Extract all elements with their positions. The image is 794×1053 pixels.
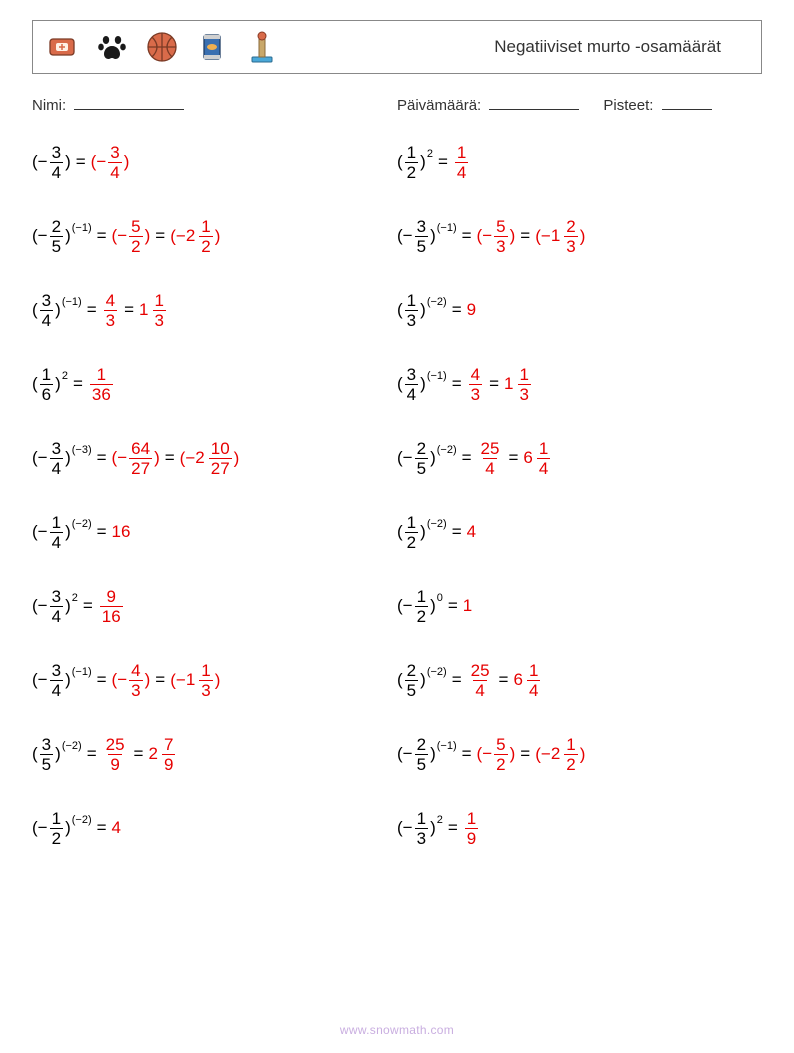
score-label: Pisteet: <box>603 97 653 114</box>
meta-date: Päivämäärä: <box>397 96 579 114</box>
name-underline <box>74 96 184 110</box>
problem-row: (−35)(−1)=(−53)=(−123) <box>397 214 762 258</box>
problem-row: (34)(−1)=43=113 <box>32 288 397 332</box>
worksheet-title: Negatiiviset murto -osamäärät <box>494 37 751 57</box>
problem-row: (−13)2=19 <box>397 806 762 850</box>
scratchpost-icon <box>243 28 281 66</box>
footer-watermark: www.snowmath.com <box>32 1023 762 1037</box>
worksheet-header: Negatiiviset murto -osamäärät <box>32 20 762 74</box>
problem-row: (−34)(−1)=(−43)=(−113) <box>32 658 397 702</box>
problem-row: (−12)0=1 <box>397 584 762 628</box>
problem-row: (34)(−1)=43=113 <box>397 362 762 406</box>
problems-col-left: (−34)=(−34) (−25)(−1)=(−52)=(−212) (34)(−1… <box>32 140 397 850</box>
problem-row: (−25)(−1)=(−52)=(−212) <box>397 732 762 776</box>
problem-row: (−34)2=916 <box>32 584 397 628</box>
problem-row: (−14)(−2)=16 <box>32 510 397 554</box>
problem-row: (12)(−2)=4 <box>397 510 762 554</box>
problem-row: (13)(−2)=9 <box>397 288 762 332</box>
problem-row: (−12)(−2)=4 <box>32 806 397 850</box>
date-label: Päivämäärä: <box>397 97 481 114</box>
meta-score: Pisteet: <box>603 96 711 114</box>
problem-row: (−25)(−2)=254=614 <box>397 436 762 480</box>
paw-icon <box>93 28 131 66</box>
problem-row: (−25)(−1)=(−52)=(−212) <box>32 214 397 258</box>
problem-row: (16)2=136 <box>32 362 397 406</box>
fishfood-icon <box>193 28 231 66</box>
problem-row: (35)(−2)=259=279 <box>32 732 397 776</box>
name-label: Nimi: <box>32 97 66 114</box>
problem-row: (−34)=(−34) <box>32 140 397 184</box>
problem-row: (25)(−2)=254=614 <box>397 658 762 702</box>
date-underline <box>489 96 579 110</box>
problem-row: (12)2=14 <box>397 140 762 184</box>
dogtreat-icon <box>43 28 81 66</box>
problems-grid: (−34)=(−34) (−25)(−1)=(−52)=(−212) (34)(−1… <box>32 140 762 850</box>
basketball-icon <box>143 28 181 66</box>
problem-row: (−34)(−3)=(−6427)=(−21027) <box>32 436 397 480</box>
score-underline <box>662 96 712 110</box>
header-icons <box>43 28 281 66</box>
meta-name: Nimi: <box>32 96 397 114</box>
problems-col-right: (12)2=14 (−35)(−1)=(−53)=(−123) (13)(−2)=9… <box>397 140 762 850</box>
meta-row: Nimi: Päivämäärä: Pisteet: <box>32 96 762 114</box>
